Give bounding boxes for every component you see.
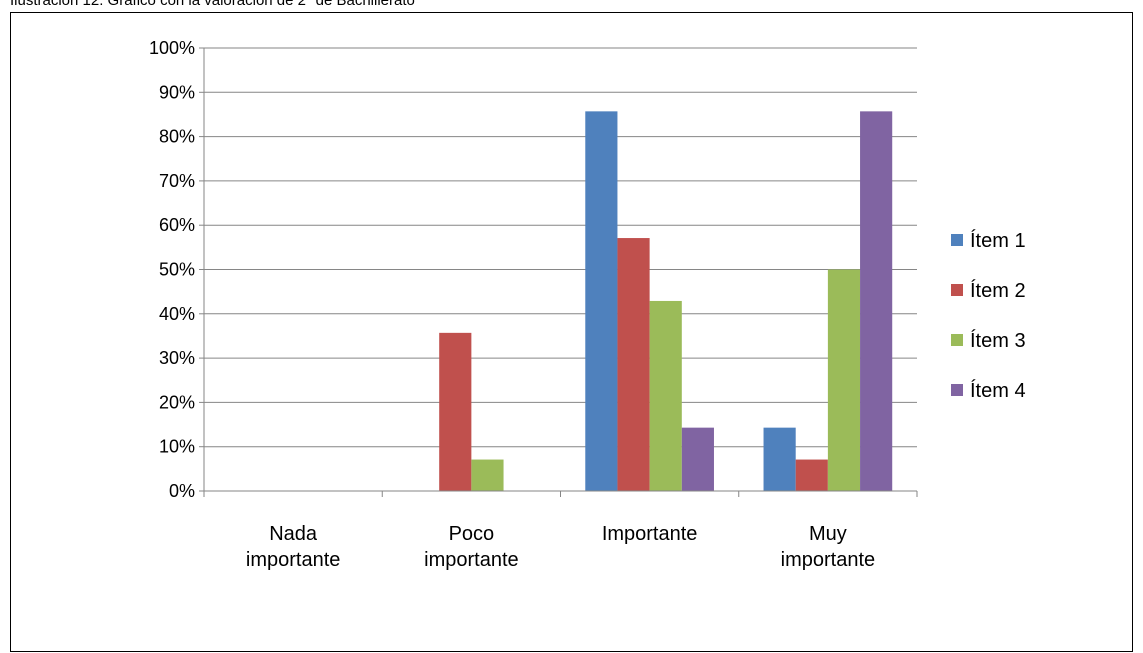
legend-swatch (951, 334, 963, 346)
y-tick-label: 50% (159, 260, 195, 280)
bars (439, 111, 893, 491)
bar--tem-1-cat-3 (585, 111, 618, 491)
legend-swatch (951, 384, 963, 396)
y-tick-label: 70% (159, 171, 195, 191)
y-tick-label: 0% (169, 481, 195, 501)
legend-swatch (951, 234, 963, 246)
bar--tem-2-cat-4 (795, 459, 828, 491)
bar--tem-3-cat-2 (471, 459, 504, 491)
legend: Ítem 1 Ítem 2 Ítem 3 Ítem 4 (951, 229, 1026, 402)
bar--tem-3-cat-4 (827, 269, 861, 491)
x-axis-ticks: Nada importante Poco importante Importante Mu… (203, 491, 918, 571)
x-tick-label: Nada importante (246, 523, 341, 571)
y-tick-label: 80% (159, 127, 195, 147)
y-tick-label: 60% (159, 215, 195, 235)
bar--tem-4-cat-3 (681, 427, 714, 491)
y-axis-ticks: 0% 10% 20% 30% 40% 50% 60% 70% 80% 90% 100% (149, 38, 204, 501)
bar-chart: 0% 10% 20% 30% 40% 50% 60% 70% 80% 90% 100% Nada im… (149, 38, 1026, 571)
bar--tem-3-cat-3 (649, 300, 682, 491)
legend-label: Ítem 1 (970, 229, 1026, 252)
y-tick-label: 30% (159, 348, 195, 368)
y-tick-label: 20% (159, 392, 195, 412)
legend-label: Ítem 3 (970, 329, 1026, 352)
legend-label: Ítem 2 (970, 279, 1026, 302)
y-tick-label: 40% (159, 304, 195, 324)
bar--tem-2-cat-2 (439, 332, 472, 491)
bar--tem-4-cat-4 (860, 111, 893, 491)
legend-label: Ítem 4 (970, 379, 1026, 402)
x-tick-label: Muy importante (781, 523, 876, 571)
chart-frame: 0% 10% 20% 30% 40% 50% 60% 70% 80% 90% 100% Nada im… (10, 12, 1133, 652)
bar--tem-1-cat-4 (763, 427, 796, 491)
bar--tem-2-cat-3 (617, 238, 650, 491)
figure-caption: Ilustración 12. Gráfico con la valoració… (10, 0, 415, 9)
y-tick-label: 10% (159, 437, 195, 457)
legend-swatch (951, 284, 963, 296)
x-tick-label: Poco importante (424, 523, 519, 571)
y-tick-label: 100% (149, 38, 195, 58)
y-tick-label: 90% (159, 82, 195, 102)
gridlines (204, 47, 917, 448)
x-tick-label: Importante (602, 523, 698, 545)
